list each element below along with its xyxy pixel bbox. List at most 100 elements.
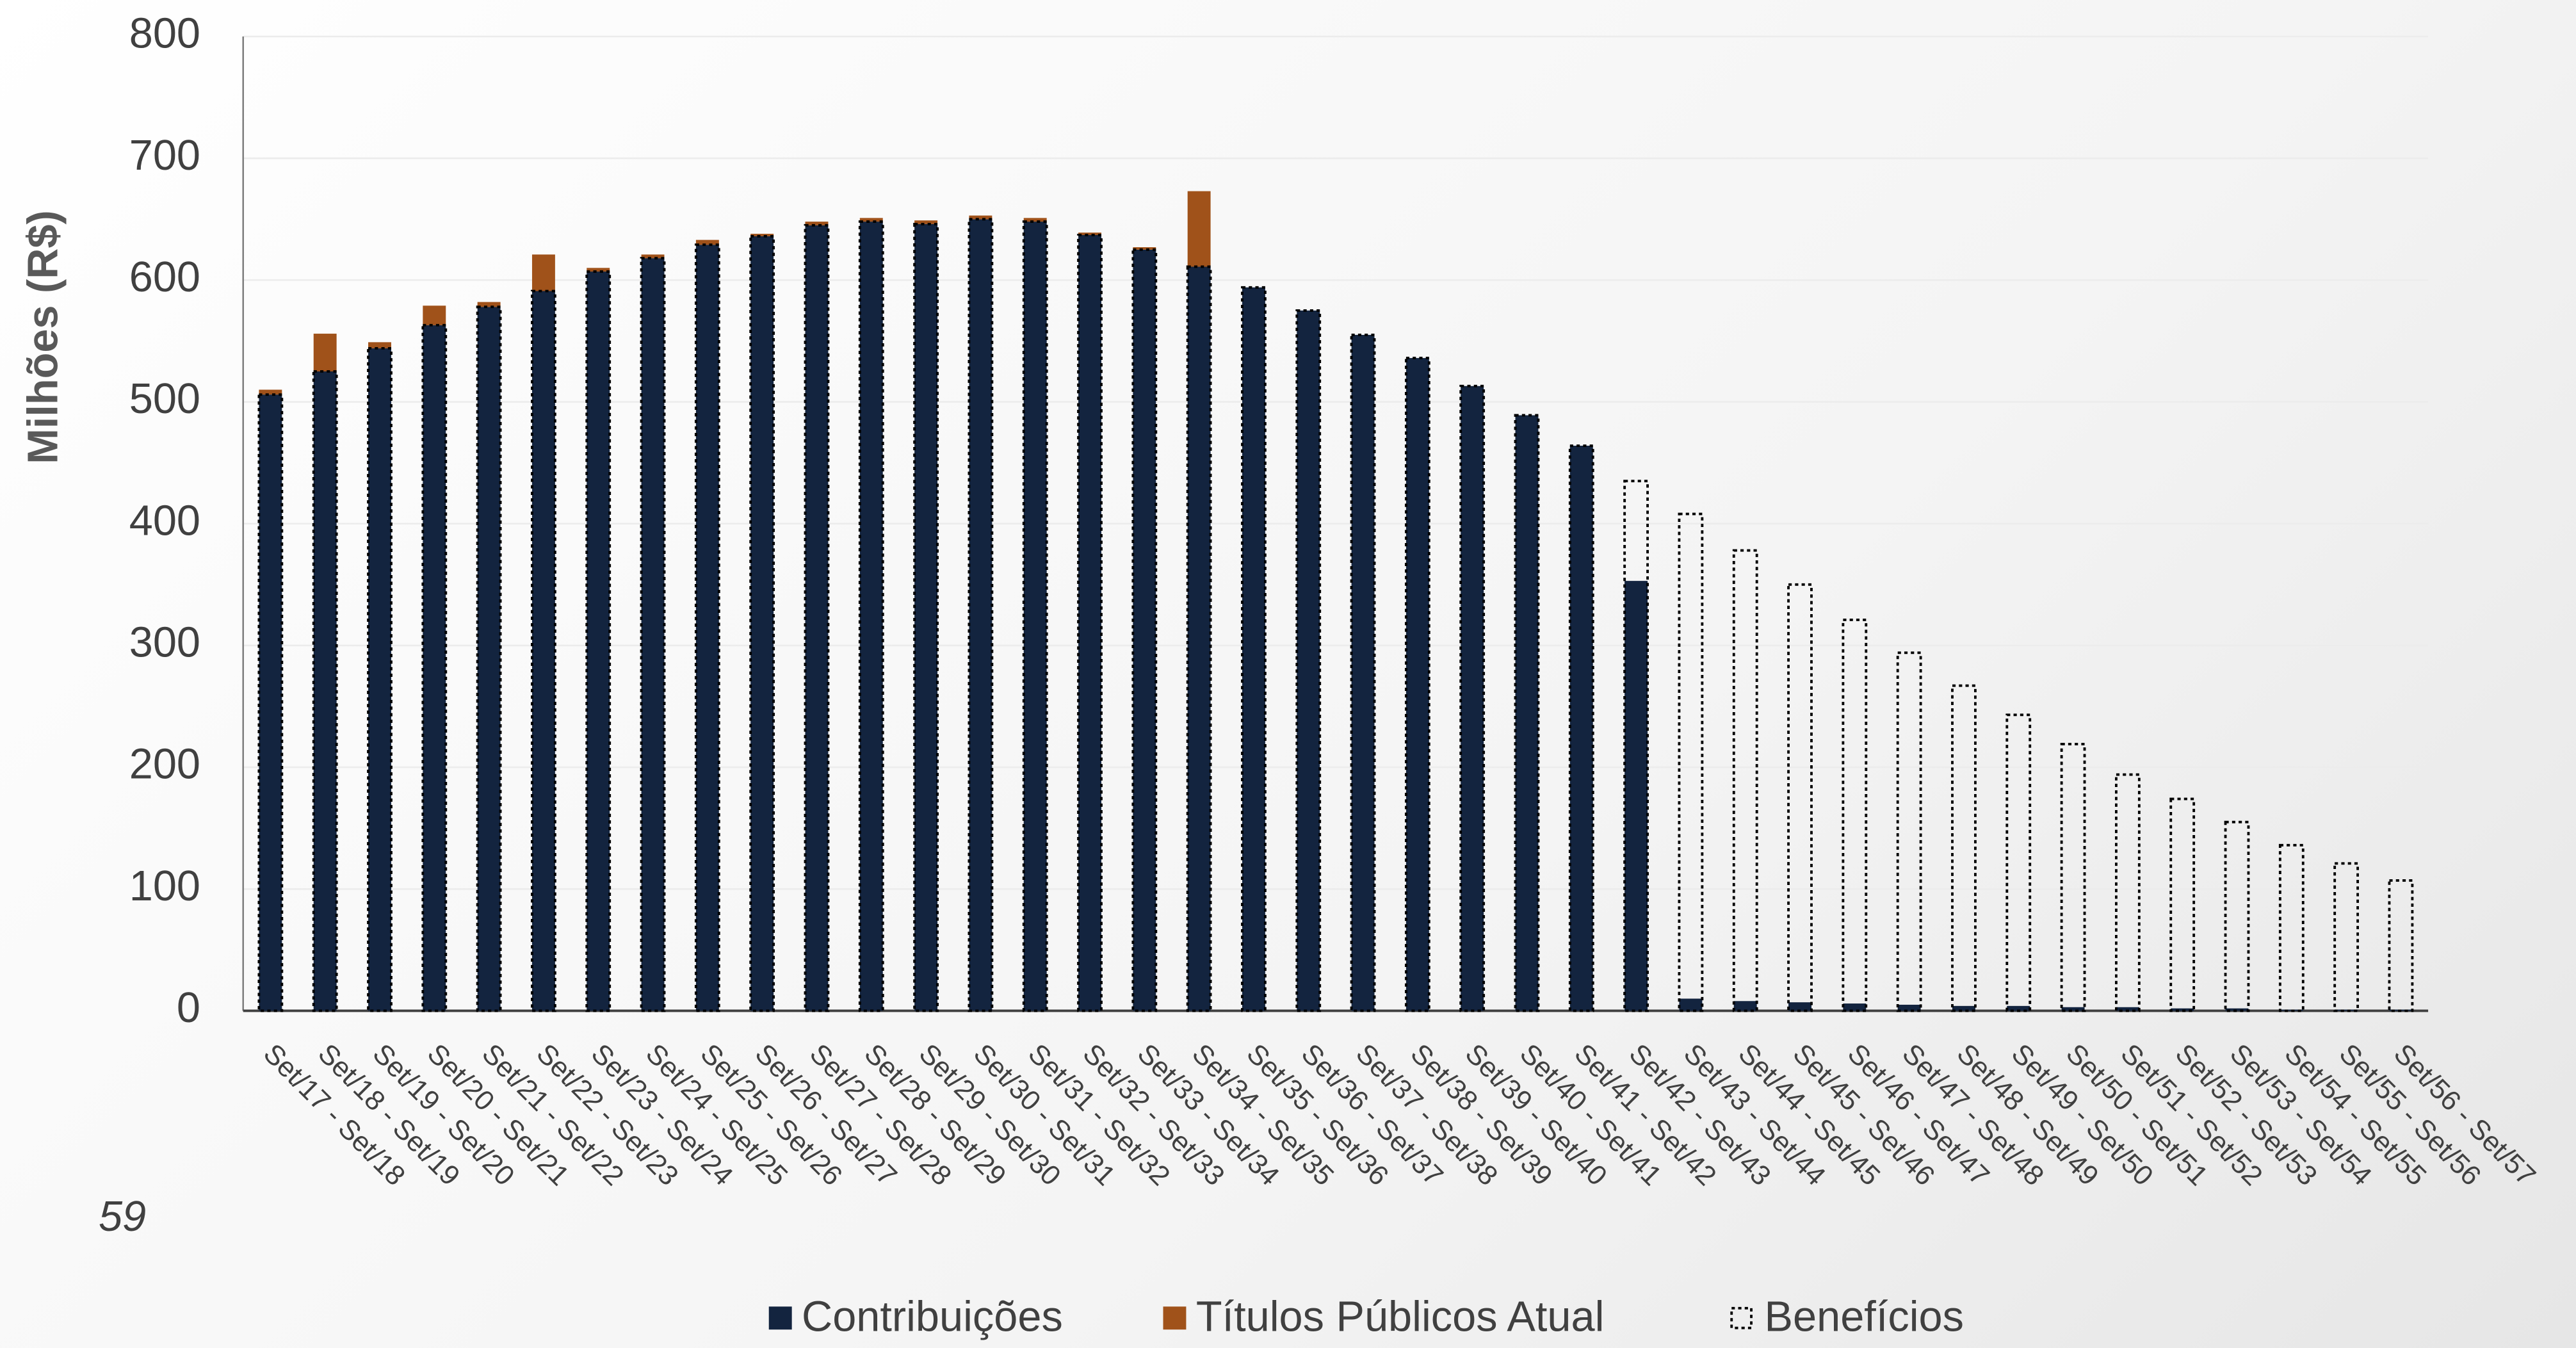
bar-segment [1023,222,1047,1011]
bar-outline [2115,773,2141,1012]
bar-segment [2225,1008,2249,1011]
bar-segment [914,220,938,224]
bar-outline [1241,286,1267,1012]
bar-outline [1732,549,1758,1012]
bar-segment [1242,287,1265,1011]
bar-outline [858,220,884,1012]
bar-segment [805,225,829,1011]
bar-segment [587,272,610,1011]
y-tick-label: 200 [129,741,200,788]
bar-segment [750,236,774,1011]
bar-segment [259,394,282,1011]
bar-segment [641,254,665,259]
bar-segment [1405,358,1429,1011]
bar-segment [313,334,337,372]
y-axis-label: Milhões (R$) [19,210,67,464]
bar-outline [804,223,830,1012]
bar-segment [477,302,501,307]
bar-outline [1404,357,1430,1012]
bar-outline [1186,265,1212,1012]
bar-segment [2061,1007,2085,1011]
bar-outline [2333,862,2360,1012]
y-tick-label: 0 [177,984,200,1032]
bar-segment [695,245,719,1011]
legend-swatch [1730,1306,1753,1329]
legend-label: Títulos Públicos Atual [1196,1293,1605,1340]
bar-segment [859,222,883,1011]
bar-segment [423,325,446,1011]
y-tick-label: 800 [129,10,200,58]
bar-outline [749,234,775,1012]
bar-segment [259,389,282,395]
legend-swatch [768,1306,792,1330]
y-tick-label: 300 [129,619,200,667]
bar-outline [476,305,502,1012]
bar-outline [1568,444,1594,1012]
bar-outline [1951,684,1977,1012]
bar-segment [423,305,446,325]
bar-segment [969,219,992,1011]
y-tick-label: 600 [129,254,200,301]
bar-outline [1842,619,1868,1012]
legend-label: Contribuições [802,1293,1063,1340]
bar-segment [1515,415,1539,1011]
bar-segment [531,291,555,1011]
bar-segment [1297,310,1320,1011]
bar-segment [1569,446,1593,1011]
page-number: 59 [99,1193,146,1240]
bar-segment [587,268,610,272]
y-tick-label: 700 [129,132,200,179]
bar-segment [2116,1007,2139,1011]
bar-segment [1679,998,1703,1011]
bar-outline [1077,234,1103,1012]
y-tick-label: 400 [129,497,200,544]
bar-segment [695,240,719,245]
bar-outline [1459,384,1486,1012]
bar-segment [1133,249,1156,1011]
bar-segment [1351,334,1375,1011]
bar-segment [750,234,774,236]
bar-segment [1461,386,1484,1011]
bar-outline [1896,651,1922,1012]
bar-outline [1787,583,1813,1012]
bar-outline [2169,797,2196,1012]
bar-segment [1733,1001,1757,1011]
bar-outline [531,289,556,1012]
bar-segment [531,254,555,291]
bar-segment [2007,1005,2030,1011]
bar-segment [805,222,829,225]
bar-segment [313,371,337,1011]
bar-outline [913,222,939,1012]
bar-outline [2224,820,2250,1012]
bar-segment [1624,581,1648,1011]
bar-outline [2060,743,2086,1012]
legend-label: Benefícios [1765,1293,1964,1340]
bar-outline [257,393,284,1012]
y-tick-label: 500 [129,375,200,423]
bar-outline [2278,843,2305,1012]
bar-outline [2005,713,2032,1012]
bar-outline [312,370,338,1012]
bar-segment [969,215,992,220]
bar-segment [1023,218,1047,222]
legend-swatch [1163,1306,1187,1330]
bar-segment [368,342,391,348]
bar-segment [1788,1002,1811,1011]
bar-outline [421,323,448,1012]
bar-outline [367,346,393,1012]
bar-outline [1022,220,1048,1012]
bar-segment [859,218,883,222]
bar-outline [2388,879,2414,1012]
bar-segment [1897,1004,1921,1011]
bar-outline [1131,248,1158,1012]
bar-segment [641,258,665,1011]
bar-segment [477,307,501,1011]
bar-segment [2335,1009,2358,1011]
bar-segment [1078,235,1101,1011]
bar-segment [1187,191,1211,267]
bar-outline [1350,334,1376,1012]
bar-segment [368,348,391,1011]
bar-segment [1952,1005,1975,1011]
